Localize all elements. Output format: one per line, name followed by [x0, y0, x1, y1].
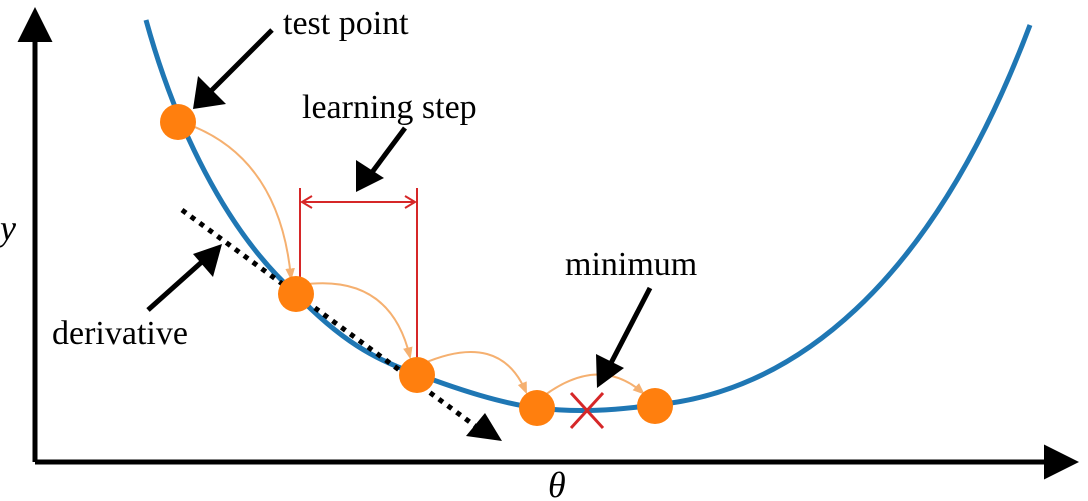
y-axis-label: y [0, 208, 16, 248]
test-point-label: test point [283, 5, 409, 42]
derivative-arrow [146, 244, 222, 312]
minimum-arrow [596, 286, 653, 388]
learning-step-arrow [356, 126, 408, 192]
test-point-arrow [193, 28, 274, 109]
callout-arrows [146, 28, 653, 388]
point-3 [399, 357, 435, 393]
learning-step-bracket [299, 188, 418, 372]
loss-curve [143, 19, 1033, 414]
axes: y θ [0, 7, 1079, 501]
point-1 [160, 104, 196, 140]
derivative-arrowhead [466, 413, 502, 441]
x-axis-label: θ [548, 465, 566, 501]
learning-step-label: learning step [302, 89, 477, 126]
step-arrow-1 [189, 124, 295, 281]
derivative-label: derivative [52, 315, 188, 352]
minimum-marker [569, 391, 605, 430]
test-points [160, 104, 673, 426]
derivative-line [180, 207, 502, 441]
point-2 [278, 276, 314, 312]
point-5 [637, 388, 673, 424]
step-arrow-2 [299, 282, 413, 360]
step-arrow-4 [544, 373, 645, 396]
point-4 [519, 390, 555, 426]
minimum-label: minimum [565, 246, 697, 283]
step-arrow-3 [421, 351, 527, 395]
